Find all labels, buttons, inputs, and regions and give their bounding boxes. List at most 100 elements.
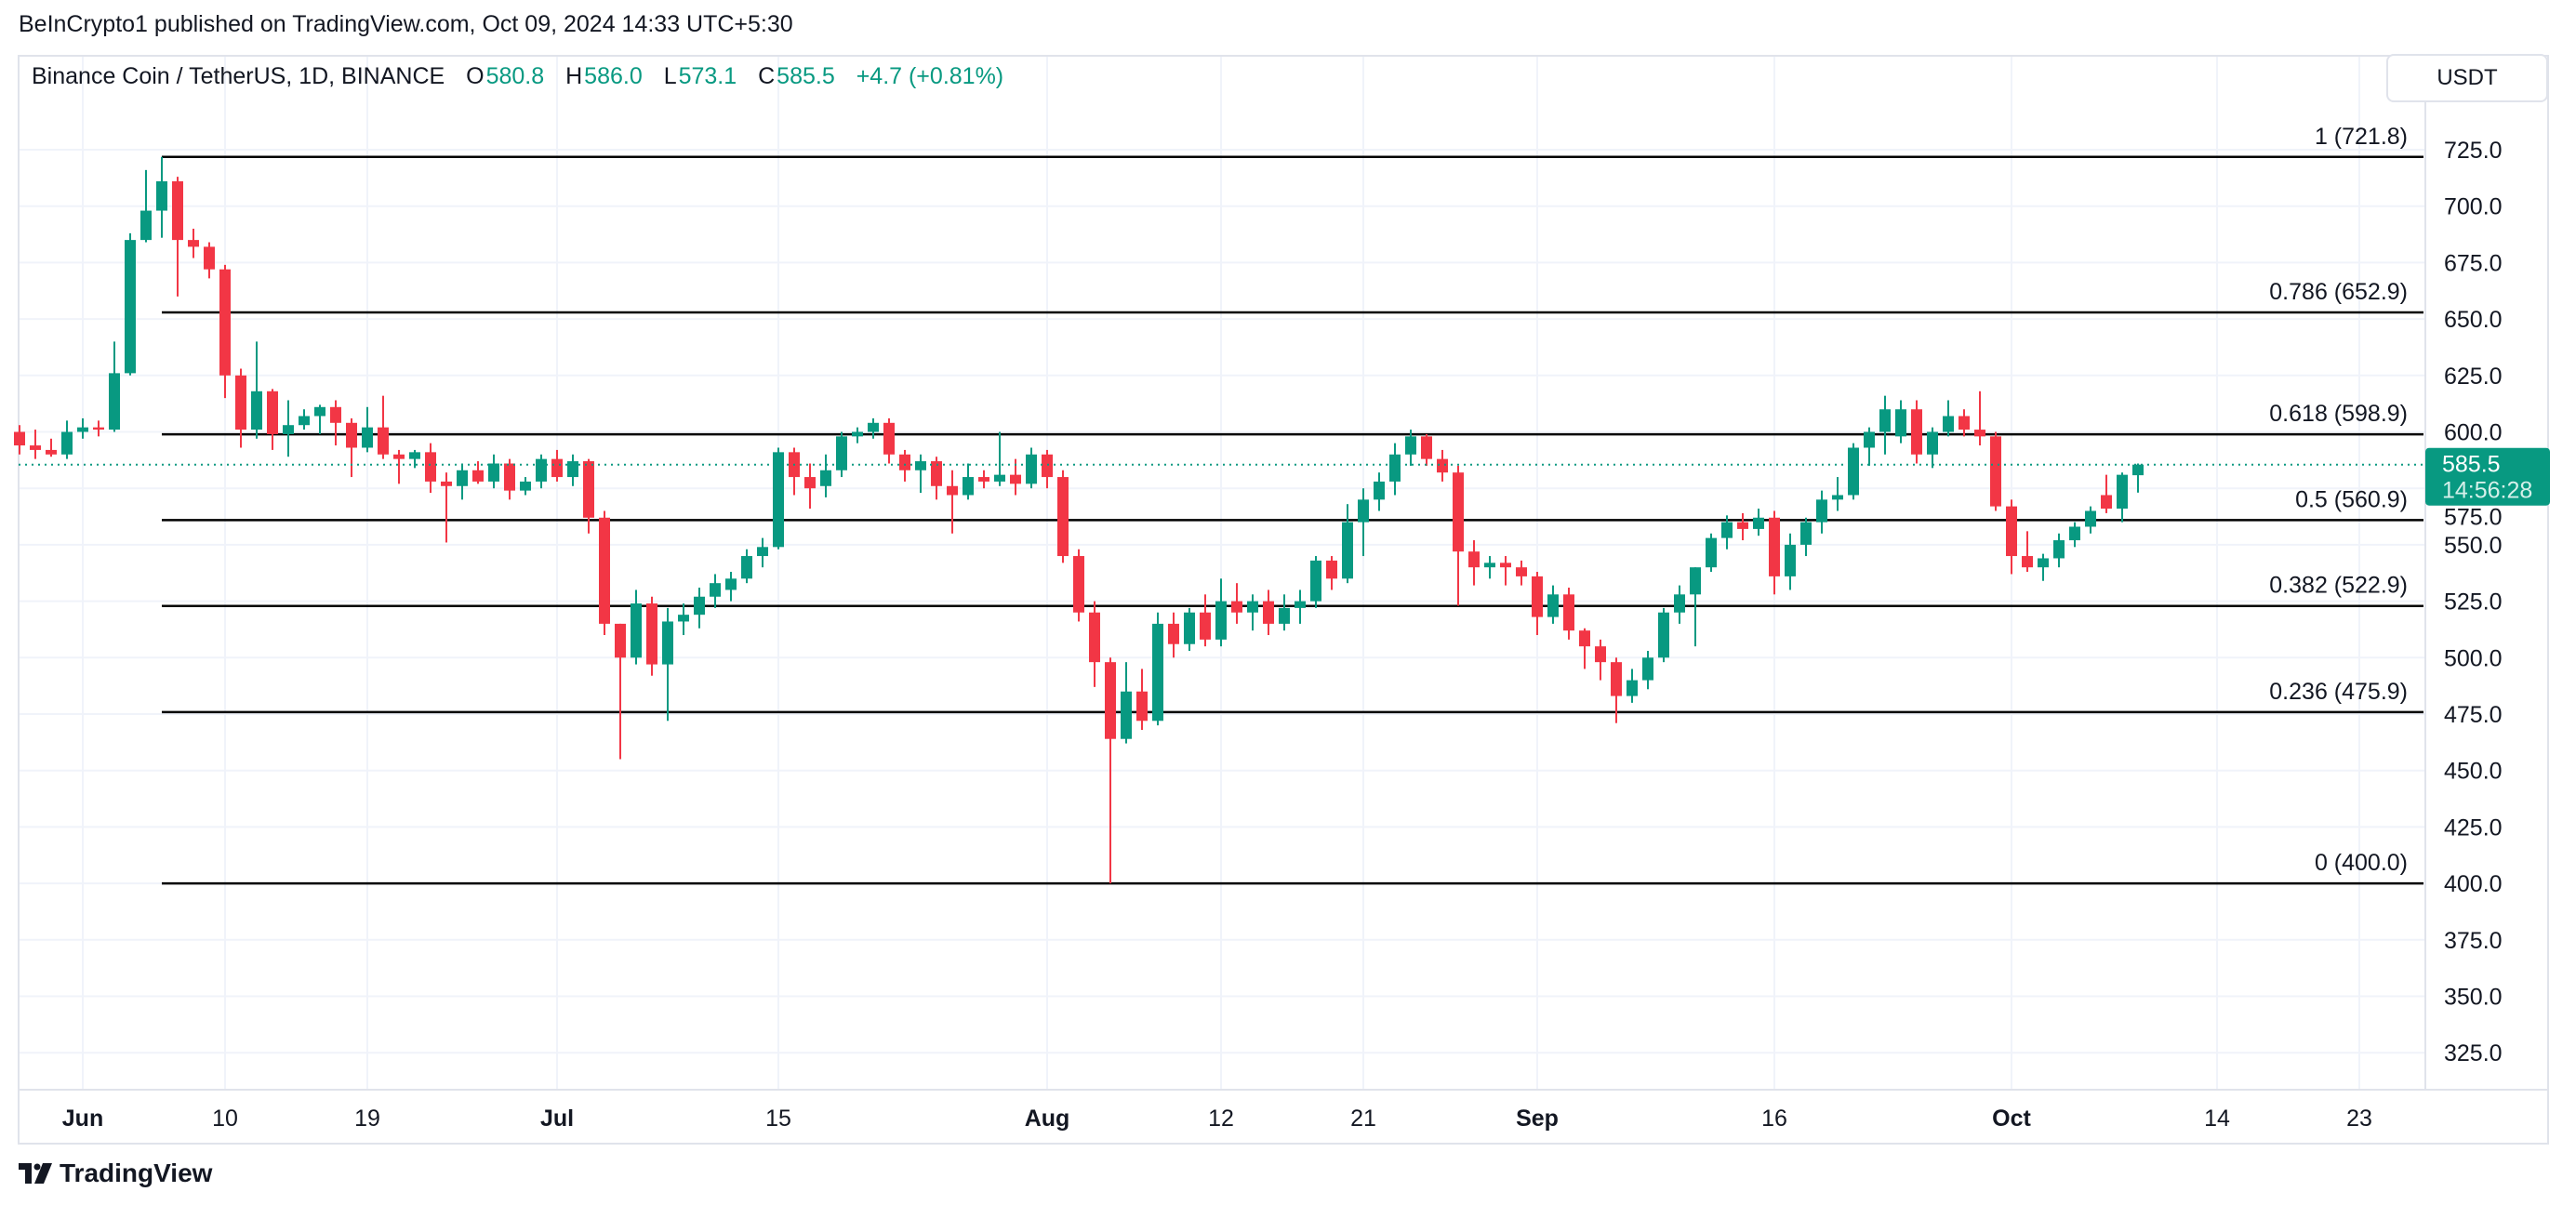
fib-level-label: 1 (721.8) xyxy=(2315,124,2408,150)
fib-level-label: 0.786 (652.9) xyxy=(2269,279,2408,305)
candle-up xyxy=(1342,522,1353,579)
time-tick-label: 23 xyxy=(2346,1106,2372,1132)
price-tick-label: 475.0 xyxy=(2444,702,2503,728)
price-tick-label: 325.0 xyxy=(2444,1040,2503,1066)
candle-down xyxy=(1516,567,1527,576)
price-tick-label: 400.0 xyxy=(2444,871,2503,897)
candle-down xyxy=(2022,556,2033,568)
candle-up xyxy=(1706,537,1717,568)
candle-down xyxy=(472,470,484,482)
candle-up xyxy=(757,547,768,557)
candle-down xyxy=(1421,436,1432,459)
candle-up xyxy=(1547,594,1559,617)
candle-down xyxy=(267,391,278,434)
candle-up xyxy=(2069,526,2080,541)
time-tick-label: Sep xyxy=(1516,1106,1559,1132)
candle-up xyxy=(1405,436,1416,455)
high-label: H xyxy=(565,63,583,89)
candle-up xyxy=(1785,544,1796,576)
bar-countdown: 14:56:28 xyxy=(2442,478,2532,504)
candle-up xyxy=(836,436,847,470)
candle-down xyxy=(899,454,910,470)
currency-button[interactable]: USDT xyxy=(2386,54,2548,102)
close-label: C xyxy=(758,63,776,89)
candle-up xyxy=(109,373,120,430)
candle-down xyxy=(346,422,357,448)
candle-down xyxy=(1010,474,1021,484)
price-tick-label: 575.0 xyxy=(2444,505,2503,531)
candle-up xyxy=(77,427,88,432)
price-tick-label: 450.0 xyxy=(2444,759,2503,785)
price-tick-label: 625.0 xyxy=(2444,364,2503,390)
time-tick-label: 16 xyxy=(1761,1106,1787,1132)
candle-up xyxy=(1484,563,1495,568)
candle-up xyxy=(251,391,262,430)
candle-down xyxy=(393,454,405,459)
candle-up xyxy=(1895,409,1906,437)
candle-up xyxy=(536,458,547,482)
candle-down xyxy=(1168,623,1179,644)
candle-up xyxy=(1389,454,1401,482)
candle-down xyxy=(46,449,57,455)
candle-up xyxy=(1215,601,1227,640)
time-tick-label: 12 xyxy=(1208,1106,1234,1132)
time-tick-label: 19 xyxy=(354,1106,380,1132)
candle-down xyxy=(1532,576,1543,617)
candle-up xyxy=(125,240,136,374)
open-label: O xyxy=(466,63,485,89)
candle-down xyxy=(1500,563,1511,568)
candle-down xyxy=(1136,691,1148,722)
candle-down xyxy=(1974,430,1985,437)
candle-up xyxy=(710,583,721,597)
candle-down xyxy=(425,452,436,482)
candle-up xyxy=(2132,464,2144,476)
candle-up xyxy=(1247,601,1258,613)
candle-up xyxy=(852,431,863,437)
price-tick-label: 700.0 xyxy=(2444,194,2503,220)
price-tick-label: 675.0 xyxy=(2444,250,2503,276)
candle-up xyxy=(1800,522,1812,545)
candle-up xyxy=(1721,522,1733,538)
candle-up xyxy=(1279,607,1290,624)
price-axis[interactable]: 725.0 700.0 675.0 650.0 625.0 600.0 575.0550.0… xyxy=(2444,138,2503,1066)
candle-up xyxy=(1848,447,1859,496)
candle-up xyxy=(1184,612,1195,644)
candle-down xyxy=(14,431,25,446)
candle-down xyxy=(1453,472,1464,552)
candle-up xyxy=(662,621,673,665)
candle-down xyxy=(1042,454,1053,478)
candle-down xyxy=(441,481,452,486)
candle-up xyxy=(2038,558,2049,568)
candle-down xyxy=(947,485,958,496)
price-tick-label: 350.0 xyxy=(2444,985,2503,1011)
price-tick-label: 600.0 xyxy=(2444,420,2503,446)
candle-down xyxy=(883,422,895,455)
candle-up xyxy=(2117,474,2128,510)
candle-down xyxy=(330,406,341,423)
candle-down xyxy=(1089,612,1100,663)
time-tick-label: Aug xyxy=(1025,1106,1070,1132)
candle-up xyxy=(1658,612,1669,658)
candle-up xyxy=(694,596,705,616)
candle-up xyxy=(457,470,468,486)
tradingview-logo[interactable]: TradingView xyxy=(19,1159,212,1188)
low-value: 573.1 xyxy=(678,63,737,89)
candle-up xyxy=(1310,560,1321,602)
candle-down xyxy=(1057,477,1069,557)
candle-down xyxy=(219,269,231,376)
candle-up xyxy=(283,425,294,434)
grid xyxy=(19,56,2425,1090)
fib-retracement[interactable]: 1 (721.8) 0.786 (652.9) 0.618 (598.9) 0.5 (… xyxy=(162,124,2423,885)
candle-down xyxy=(30,445,41,450)
candle-up xyxy=(488,463,499,482)
candle-down xyxy=(93,427,104,430)
candle-up xyxy=(915,461,926,470)
candle-down xyxy=(583,461,594,518)
symbol-title[interactable]: Binance Coin / TetherUS, 1D, BINANCE xyxy=(32,63,445,89)
time-axis[interactable]: Jun 10 19 Jul 15 Aug 12 21 Sep 16 Oct 14 23 xyxy=(62,1106,2372,1132)
price-tick-label: 725.0 xyxy=(2444,138,2503,164)
chart-frame xyxy=(18,55,2549,1145)
candle-down xyxy=(1437,458,1448,473)
tradingview-brand: TradingView xyxy=(60,1159,213,1187)
